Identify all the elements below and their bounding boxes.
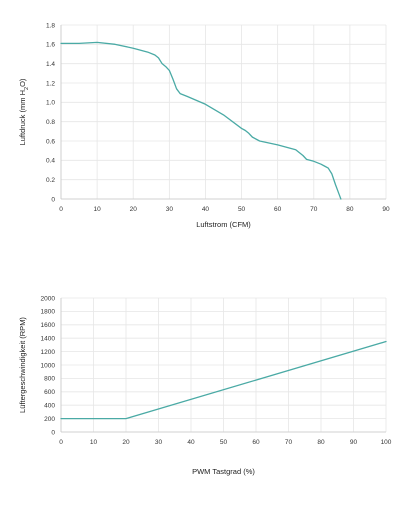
chart1-y-tick-label: 0 xyxy=(51,196,55,203)
chart1-y-tick-label: 1.0 xyxy=(46,100,55,107)
chart2-x-tick-label: 30 xyxy=(155,439,163,446)
chart2-y-tick-label: 1000 xyxy=(41,362,56,369)
chart2-x-tick-label: 40 xyxy=(187,439,195,446)
chart2-x-tick-label: 20 xyxy=(122,439,130,446)
chart1-y-tick-label: 0.2 xyxy=(46,177,55,184)
chart1-x-tick-label: 60 xyxy=(274,206,282,213)
chart2-x-tick-label: 100 xyxy=(381,439,392,446)
chart1-y-axis-title-main: Luftdruck (mm H xyxy=(18,90,27,145)
chart1-x-tick-label: 80 xyxy=(346,206,354,213)
chart1-y-tick-label: 1.8 xyxy=(46,22,55,29)
chart1-y-tick-label: 0.8 xyxy=(46,119,55,126)
chart1-x-axis-title: Luftstrom (CFM) xyxy=(196,220,251,229)
chart2-y-tick-label: 1600 xyxy=(41,322,56,329)
chart2-x-tick-label: 50 xyxy=(220,439,228,446)
chart2-y-tick-label: 0 xyxy=(51,429,55,436)
chart1-y-tick-label: 0.4 xyxy=(46,158,55,165)
chart2-y-axis-title: Lüftergeschwindigkeit (RPM) xyxy=(18,317,27,413)
chart1-y-tick-label: 1.4 xyxy=(46,61,55,68)
chart2-y-tick-label: 1200 xyxy=(41,349,56,356)
chart2-x-tick-label: 90 xyxy=(350,439,358,446)
chart1-x-tick-label: 70 xyxy=(310,206,318,213)
chart1-series-line xyxy=(60,41,342,200)
chart1-group: 0 0.2 0.4 0.6 0.8 1.0 1.2 1.4 1.6 1.8 0 10 20 30 40 50 6… xyxy=(18,22,390,229)
chart2-y-tick-label: 800 xyxy=(44,376,55,383)
chart2-x-tick-label: 0 xyxy=(59,439,63,446)
chart1-x-tick-label: 30 xyxy=(166,206,174,213)
chart2-y-tick-label: 200 xyxy=(44,416,55,423)
chart1-x-tick-label: 90 xyxy=(382,206,390,213)
chart1-y-tick-label: 1.2 xyxy=(46,80,55,87)
chart1-y-tick-label: 1.6 xyxy=(46,42,55,49)
chart1-x-tick-label: 40 xyxy=(202,206,210,213)
chart1-x-tick-label: 50 xyxy=(238,206,246,213)
chart2-y-tick-label: 600 xyxy=(44,389,55,396)
chart2-series-line xyxy=(60,340,387,420)
chart1-x-tick-label: 10 xyxy=(93,206,101,213)
chart2-y-tick-label: 2000 xyxy=(41,295,56,302)
chart2-y-tick-label: 1800 xyxy=(41,309,56,316)
chart2-x-axis-title: PWM Tastgrad (%) xyxy=(192,467,255,476)
chart2-x-tick-label: 80 xyxy=(317,439,325,446)
chart2-x-tick-label: 10 xyxy=(90,439,98,446)
chart2-x-tick-label: 60 xyxy=(252,439,260,446)
chart1-y-axis-title-tail: O) xyxy=(18,78,27,87)
chart1-x-tick-label: 20 xyxy=(130,206,138,213)
chart2-y-tick-label: 400 xyxy=(44,403,55,410)
chart2-group: 0 200 400 600 800 1000 1200 1400 1600 1800 2000 0 10… xyxy=(18,295,392,476)
chart1-y-axis-title-subscript: 2 xyxy=(24,87,30,90)
chart1-y-axis-title: Luftdruck (mm H2O) xyxy=(18,78,30,145)
chart1-x-tick-label: 0 xyxy=(59,206,63,213)
chart2-y-tick-label: 1400 xyxy=(41,336,56,343)
chart1-y-tick-label: 0.6 xyxy=(46,138,55,145)
chart2-x-tick-label: 70 xyxy=(285,439,293,446)
